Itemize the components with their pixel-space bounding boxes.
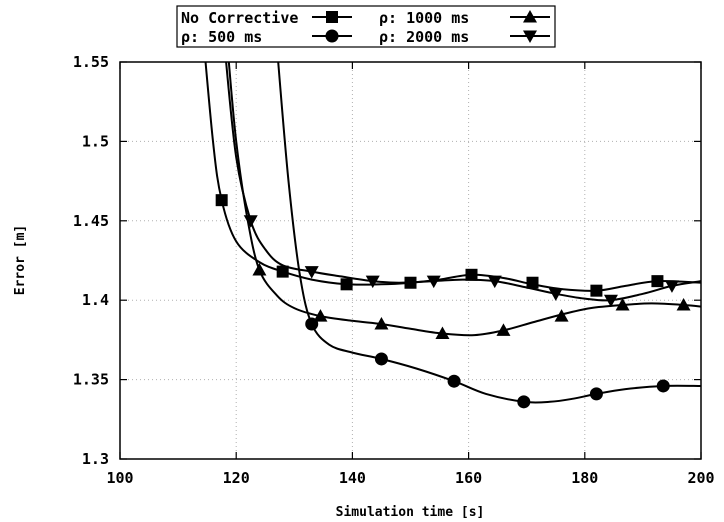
data-point-series-2 [374,352,388,366]
data-point-series-4 [304,266,319,279]
data-point-series-1 [651,275,664,288]
data-point-series-2 [447,374,461,388]
plot-frame [119,61,702,460]
data-point-series-2 [656,379,670,393]
data-point-series-4 [548,288,563,301]
data-point-series-4 [243,215,258,228]
data-point-series-3 [554,309,569,322]
y-tick-label: 1.55 [73,53,109,71]
tick-layer: 100 120 140 160 180 200 1.3 1.35 1.4 1.45 1.5 1.55 [73,53,715,487]
legend: No Corrective ρ: 1000 ms ρ: 500 ms ρ: 2000 … [176,5,556,48]
data-point-series-1 [404,276,417,289]
data-point-series-1 [215,194,228,207]
series-line-1 [204,62,701,292]
data-point-series-4 [664,280,679,293]
grid [120,62,701,459]
data-point-series-3 [313,309,328,322]
y-tick-label: 1.35 [73,371,109,389]
y-tick-label: 1.4 [82,291,109,309]
series-line-4 [225,62,701,302]
legend-marker [325,29,339,43]
legend-marker [523,30,537,43]
legend-label: ρ: 500 ms [181,28,262,46]
x-tick-label: 100 [106,469,133,487]
series-line-3 [227,62,701,337]
data-point-series-1 [590,284,603,297]
x-tick-label: 160 [455,469,482,487]
legend-marker [326,11,338,23]
x-tick-label: 200 [687,469,714,487]
legend-box [176,5,556,48]
x-tick-label: 180 [571,469,598,487]
data-point-series-2 [589,387,603,401]
y-tick-label: 1.3 [82,450,109,468]
data-point-series-3 [496,323,511,336]
x-tick-label: 140 [339,469,366,487]
legend-label: No Corrective [181,9,298,27]
data-point-series-4 [487,275,502,289]
data-point-series-1 [276,265,289,278]
data-point-series-3 [676,297,691,311]
data-point-series-1 [526,276,539,289]
marker-layer [215,194,691,409]
y-tick-label: 1.5 [82,132,109,150]
x-tick-label: 120 [223,469,250,487]
data-point-series-1 [465,268,478,281]
data-point-series-4 [426,275,441,289]
y-tick-label: 1.45 [73,212,109,230]
data-point-series-3 [615,297,630,311]
data-point-series-4 [365,275,380,289]
legend-label: ρ: 2000 ms [379,28,469,46]
data-point-series-1 [340,278,353,291]
series-layer [204,62,701,404]
legend-marker [523,10,537,23]
legend-label: ρ: 1000 ms [379,9,469,27]
y-axis-label: Error [m] [13,225,28,295]
data-point-series-3 [435,326,450,340]
data-point-series-4 [603,294,618,308]
series-line-2 [277,62,701,404]
data-point-series-2 [517,395,531,409]
data-point-series-3 [374,317,389,330]
x-axis-label: Simulation time [s] [336,505,485,520]
data-point-series-3 [252,263,267,276]
